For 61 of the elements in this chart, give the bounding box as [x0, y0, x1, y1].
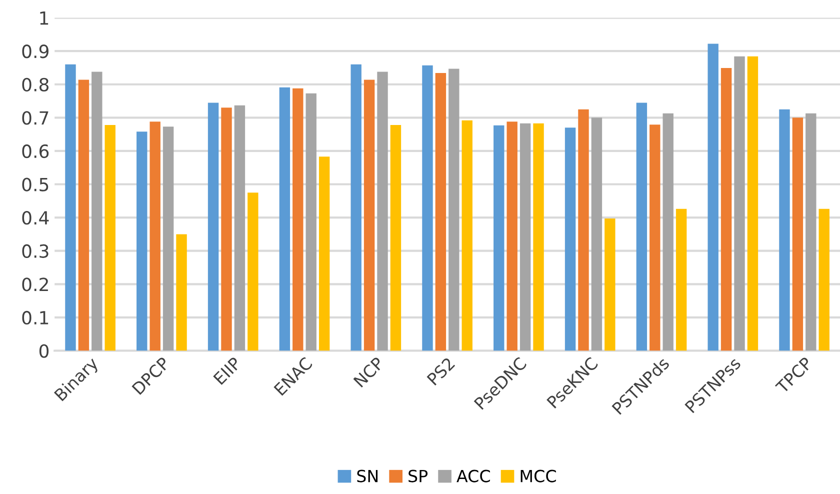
legend-label: SP — [408, 470, 428, 482]
bar — [162, 126, 174, 351]
y-tick-label: 0.2 — [22, 278, 48, 292]
bar — [65, 64, 76, 351]
bar — [92, 72, 102, 351]
bar — [792, 118, 804, 351]
bar — [377, 72, 388, 351]
bar — [292, 88, 304, 351]
bar — [208, 102, 219, 351]
bar — [676, 208, 687, 351]
legend-label: MCC — [520, 470, 556, 482]
bar — [494, 125, 504, 351]
bar — [591, 118, 602, 351]
bar — [708, 44, 718, 351]
legend-label: ACC — [456, 470, 490, 482]
bar — [506, 122, 518, 351]
x-tick-label: EIIP — [213, 356, 242, 385]
bar — [221, 108, 232, 351]
bar — [448, 68, 460, 351]
bar — [390, 124, 402, 351]
bar — [104, 124, 116, 351]
bar — [364, 80, 375, 351]
legend-label: SN — [357, 470, 378, 482]
x-tick-label: PS2 — [426, 356, 456, 386]
bar — [779, 109, 790, 351]
bar — [318, 156, 330, 351]
y-tick-label: 0.6 — [22, 144, 49, 158]
bar — [234, 105, 246, 351]
y-tick-label: 0 — [39, 344, 49, 358]
bar — [806, 113, 816, 351]
y-tick-label: 0.4 — [22, 211, 49, 225]
bar — [520, 123, 531, 351]
y-tick-label: 0.3 — [22, 244, 48, 258]
bar — [564, 128, 576, 351]
bar — [578, 109, 589, 351]
bar — [306, 93, 316, 351]
y-tick-label: 0.9 — [22, 44, 48, 58]
bar — [747, 56, 758, 351]
bar — [650, 124, 660, 351]
y-tick-label: 0.8 — [22, 78, 49, 92]
bar — [78, 80, 90, 351]
bar — [176, 234, 187, 351]
bar — [533, 123, 544, 351]
bar — [734, 56, 745, 351]
bar — [636, 102, 648, 351]
bar — [435, 73, 446, 351]
bar — [818, 208, 830, 351]
bar — [604, 218, 616, 351]
bar — [662, 113, 674, 351]
bar — [248, 192, 258, 351]
y-tick-label: 0.7 — [22, 111, 48, 125]
bar — [279, 87, 290, 351]
y-tick-label: 1 — [40, 11, 48, 25]
y-tick-label: 0.1 — [22, 310, 48, 325]
bar — [350, 64, 362, 351]
bar — [136, 132, 148, 351]
bar — [422, 65, 433, 351]
bar — [720, 68, 732, 351]
bar — [150, 122, 160, 351]
y-tick-label: 0.5 — [22, 178, 48, 192]
bar — [462, 120, 472, 351]
